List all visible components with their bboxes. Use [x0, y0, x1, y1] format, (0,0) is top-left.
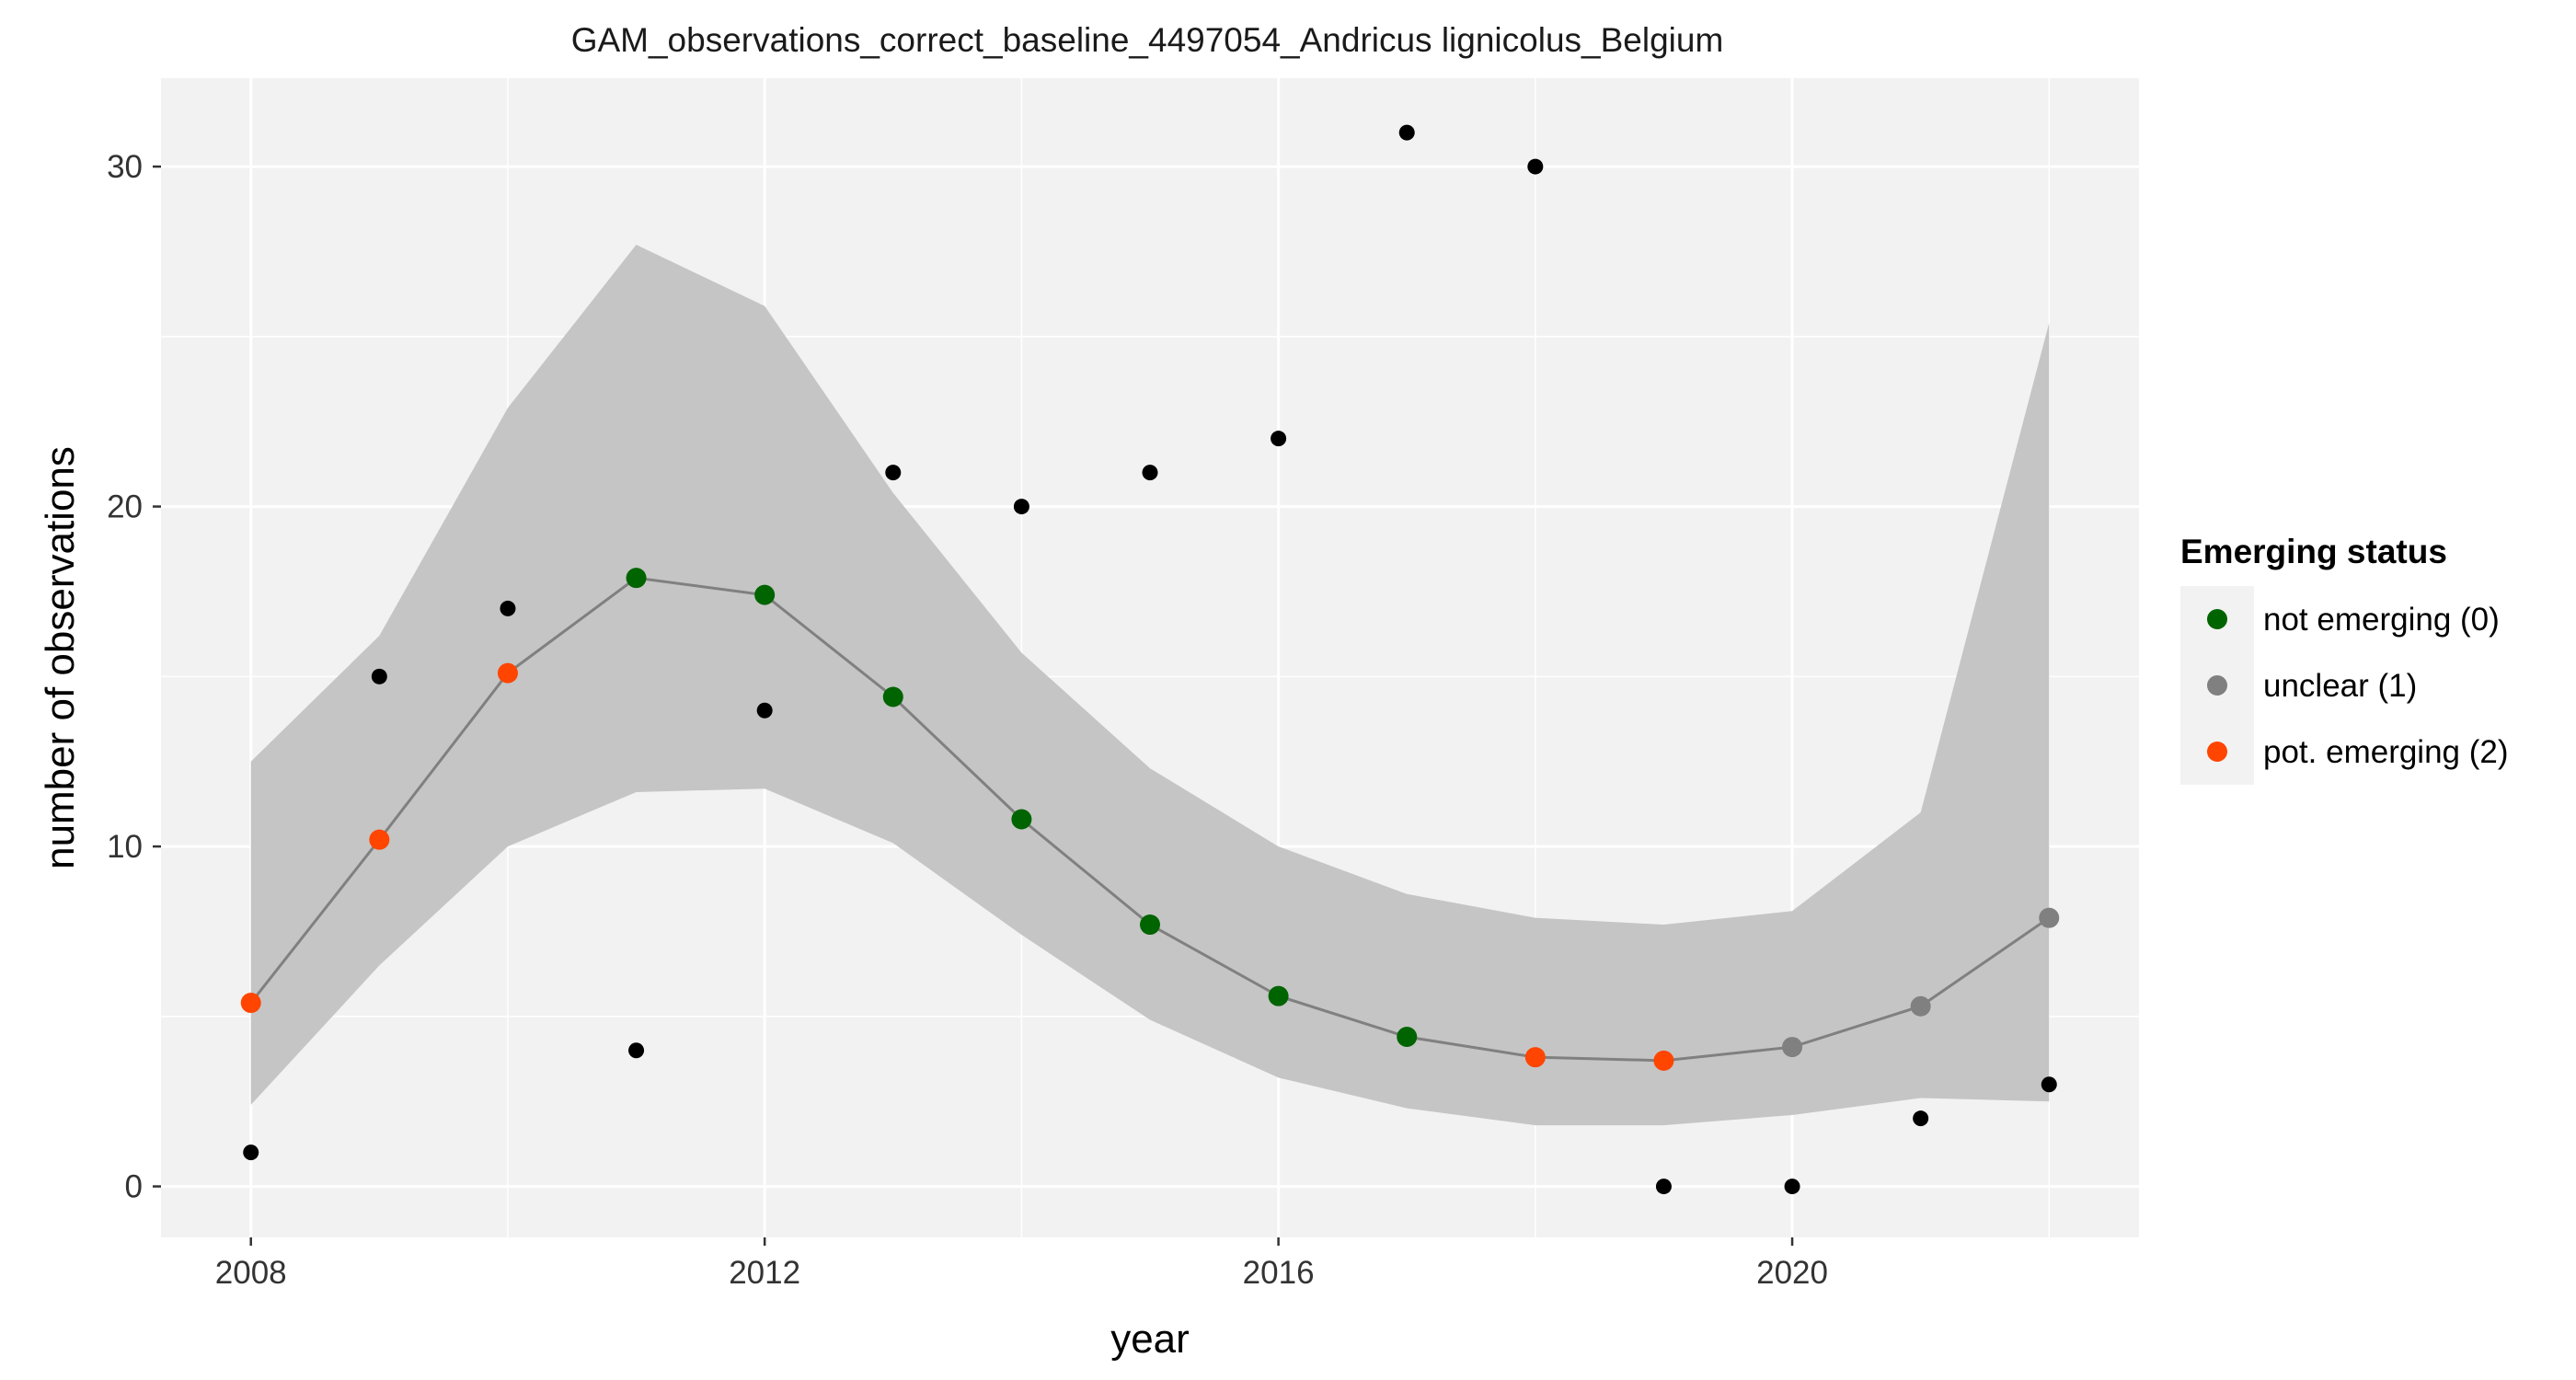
observation-point	[628, 1042, 645, 1059]
observation-point	[243, 1144, 259, 1161]
legend-title: Emerging status	[2180, 533, 2447, 570]
legend-key-status-0	[2207, 609, 2227, 629]
observation-point	[1398, 124, 1415, 141]
gam-fit-point	[2039, 907, 2060, 928]
gam-fit-point	[369, 829, 390, 850]
gam-fit-point	[1268, 985, 1289, 1006]
legend-key-status-1	[2207, 675, 2227, 696]
y-tick-label: 0	[125, 1169, 143, 1205]
gam-fit-point	[240, 993, 261, 1014]
observation-point	[1913, 1110, 1929, 1127]
gam-fit-point	[754, 584, 776, 605]
legend-label-status-0: not emerging (0)	[2263, 602, 2500, 638]
observation-point	[756, 702, 773, 719]
gam-fit-point	[497, 662, 518, 684]
gam-fit-point	[626, 568, 647, 589]
legend-label-status-2: pot. emerging (2)	[2263, 734, 2509, 770]
observation-point	[1784, 1179, 1800, 1195]
y-axis-title: number of observations	[38, 446, 83, 869]
observation-point	[1142, 465, 1158, 481]
gam-fit-point	[1397, 1026, 1418, 1047]
gam-fit-point	[1653, 1050, 1674, 1071]
x-tick-label: 2020	[1756, 1255, 1828, 1291]
observation-point	[500, 600, 516, 616]
chart-title: GAM_observations_correct_baseline_449705…	[571, 21, 1724, 59]
gam-fit-point	[1524, 1047, 1546, 1068]
gam-fit-point	[1782, 1037, 1803, 1058]
observation-point	[885, 465, 902, 481]
gam-fit-point	[882, 686, 903, 707]
legend-key-status-2	[2207, 742, 2227, 762]
confidence-ribbon	[250, 245, 2050, 1126]
y-tick-label: 10	[107, 829, 143, 865]
legend: Emerging status not emerging (0) unclear …	[2180, 533, 2509, 785]
gam-fit-point	[1011, 809, 1032, 830]
x-tick-label: 2012	[729, 1255, 800, 1291]
observation-point	[1013, 499, 1029, 515]
legend-label-status-1: unclear (1)	[2263, 668, 2417, 704]
observation-point	[2041, 1076, 2057, 1093]
observation-point	[1527, 158, 1544, 175]
observation-point	[1655, 1179, 1672, 1195]
y-tick-label: 30	[107, 149, 143, 185]
x-tick-label: 2008	[215, 1255, 287, 1291]
x-tick-label: 2016	[1243, 1255, 1315, 1291]
observation-point	[1271, 431, 1287, 447]
observation-point	[371, 668, 387, 684]
y-tick-label: 20	[107, 489, 143, 525]
gam-fit-point	[1910, 995, 1931, 1017]
gam-fit-point	[1140, 914, 1160, 936]
x-axis-title: year	[1110, 1317, 1190, 1362]
